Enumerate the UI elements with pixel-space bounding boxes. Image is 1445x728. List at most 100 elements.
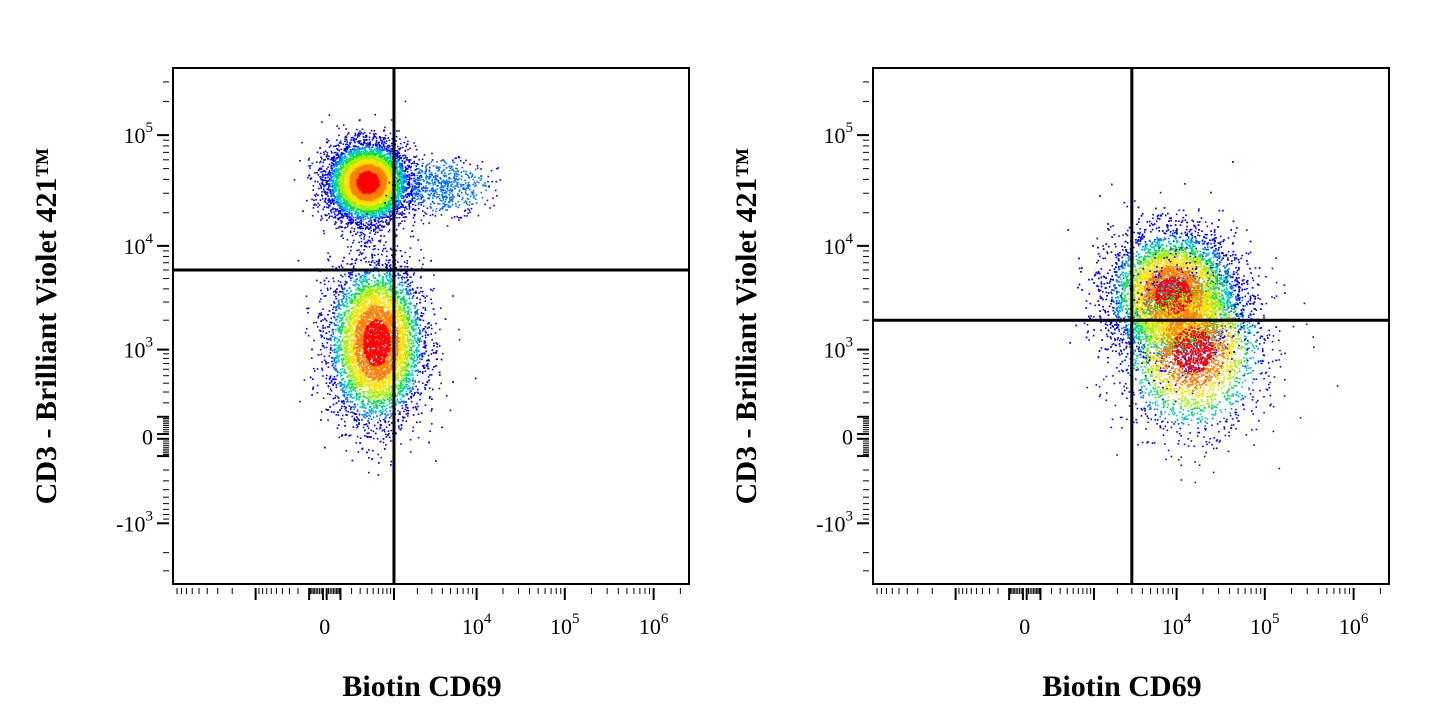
event-dot <box>328 217 330 219</box>
event-dot <box>326 183 328 185</box>
event-dot <box>357 216 359 219</box>
event-dot <box>329 209 332 212</box>
event-dot <box>379 239 382 242</box>
event-dot <box>335 144 338 147</box>
event-dot <box>351 203 353 205</box>
event-dot <box>381 220 383 222</box>
event-dot <box>367 217 369 219</box>
event-dot <box>388 198 391 200</box>
event-dot <box>401 162 403 165</box>
event-dot <box>344 136 346 138</box>
event-dot <box>331 175 334 178</box>
event-dot <box>335 169 338 172</box>
event-dot <box>326 141 328 143</box>
event-dot <box>384 216 386 219</box>
event-dot <box>324 184 327 186</box>
event-dot <box>375 161 377 164</box>
event-dot <box>353 187 356 190</box>
event-dot <box>344 208 346 211</box>
event-dot <box>352 188 355 190</box>
event-dot <box>327 199 329 201</box>
event-dot <box>398 216 401 219</box>
event-dot <box>399 138 401 140</box>
event-dot <box>346 198 349 201</box>
event-dot <box>363 238 365 240</box>
event-dot <box>330 172 332 174</box>
event-dot <box>379 217 382 219</box>
event-dot <box>348 219 350 221</box>
event-dot <box>336 139 338 141</box>
event-dot <box>361 231 363 234</box>
event-dot <box>357 135 359 137</box>
event-dot <box>332 181 335 183</box>
event-dot <box>345 201 347 204</box>
event-dot <box>400 203 403 205</box>
event-dot <box>362 136 365 138</box>
event-dot <box>327 195 329 197</box>
event-dot <box>333 177 335 179</box>
event-dot <box>335 221 337 224</box>
event-dot <box>359 225 361 228</box>
event-dot <box>340 148 343 151</box>
event-dot <box>385 214 387 217</box>
event-dot <box>413 221 416 223</box>
event-dot <box>309 165 312 167</box>
event-dot <box>346 239 349 241</box>
event-dot <box>401 204 403 206</box>
event-dot <box>340 152 343 154</box>
event-dot <box>377 163 379 165</box>
event-dot <box>333 179 335 182</box>
event-dot <box>320 219 322 221</box>
event-dot <box>405 167 407 169</box>
event-dot <box>375 162 378 164</box>
event-dot <box>346 170 348 172</box>
event-dot <box>428 166 431 169</box>
event-dot <box>362 223 365 225</box>
event-dot <box>388 167 391 169</box>
event-dot <box>364 141 366 144</box>
event-dot <box>401 220 403 222</box>
event-dot <box>370 150 373 152</box>
event-dot <box>345 210 347 213</box>
event-dot <box>359 156 361 159</box>
event-dot <box>370 129 373 132</box>
event-dot <box>404 166 407 168</box>
event-dot <box>363 148 365 150</box>
event-dot <box>366 215 369 218</box>
event-dot <box>346 196 349 198</box>
event-dot <box>398 222 400 225</box>
event-dot <box>353 149 356 152</box>
event-dot <box>375 231 377 234</box>
event-dot <box>309 167 311 169</box>
event-dot <box>384 193 387 196</box>
event-dot <box>359 215 362 218</box>
event-dot <box>387 137 390 139</box>
event-dot <box>316 161 318 163</box>
event-dot <box>360 143 362 145</box>
event-dot <box>387 167 389 169</box>
event-dot <box>358 201 361 203</box>
event-dot <box>362 208 364 211</box>
event-dot <box>414 204 417 207</box>
event-dot <box>364 228 367 230</box>
event-dot <box>330 167 332 169</box>
event-dot <box>360 142 363 145</box>
event-dot <box>395 154 397 156</box>
event-dot <box>386 150 389 152</box>
event-dot <box>413 174 416 177</box>
event-dot <box>409 199 411 202</box>
event-dot <box>400 197 403 199</box>
event-dot <box>387 207 390 210</box>
event-dot <box>345 128 347 130</box>
event-dot <box>343 160 346 162</box>
event-dot <box>346 214 348 216</box>
event-dot <box>335 177 338 180</box>
event-dot <box>358 135 361 137</box>
event-dot <box>373 135 375 137</box>
event-dot <box>396 216 398 219</box>
event-dot <box>384 213 387 215</box>
event-dot <box>318 183 321 185</box>
event-dot <box>343 197 346 199</box>
event-dot <box>355 223 358 226</box>
